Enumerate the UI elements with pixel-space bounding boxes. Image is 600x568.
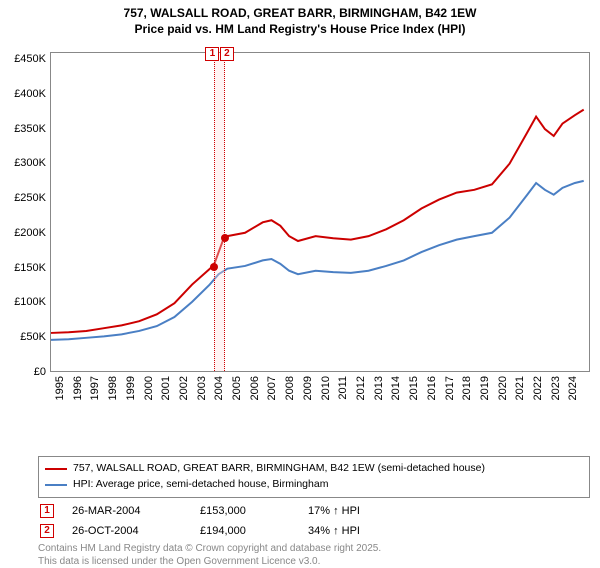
legend-row: HPI: Average price, semi-detached house,… [45, 477, 583, 493]
y-tick-label: £350K [0, 123, 46, 135]
legend-events: 1 26-MAR-2004 £153,000 17% ↑ HPI 2 26-OCT-200… [38, 504, 590, 538]
event-price: £194,000 [200, 525, 290, 537]
attribution: Contains HM Land Registry data © Crown c… [38, 542, 590, 568]
event-row-2: 2 26-OCT-2004 £194,000 34% ↑ HPI [38, 524, 590, 538]
event-number: 1 [40, 504, 54, 518]
y-tick-label: £50K [0, 331, 46, 343]
event-pct: 17% ↑ HPI [308, 505, 428, 517]
event-row-1: 1 26-MAR-2004 £153,000 17% ↑ HPI [38, 504, 590, 518]
chart-container: £0 £50K £100K £150K £200K £250K £300K £350K £400… [0, 44, 600, 414]
title-line-1: 757, WALSALL ROAD, GREAT BARR, BIRMINGHA… [0, 6, 600, 22]
chart-title-block: 757, WALSALL ROAD, GREAT BARR, BIRMINGHA… [0, 0, 600, 39]
attribution-line-1: Contains HM Land Registry data © Crown c… [38, 542, 590, 555]
marker-band [214, 53, 224, 371]
legend-box: 757, WALSALL ROAD, GREAT BARR, BIRMINGHA… [38, 456, 590, 568]
legend-swatch [45, 468, 67, 470]
legend-row: 757, WALSALL ROAD, GREAT BARR, BIRMINGHA… [45, 461, 583, 477]
y-tick-label: £300K [0, 157, 46, 169]
event-date: 26-MAR-2004 [72, 505, 182, 517]
marker-number-1: 1 [205, 47, 219, 61]
legend-label: HPI: Average price, semi-detached house,… [73, 477, 328, 493]
y-tick-label: £150K [0, 262, 46, 274]
marker-dot-2 [221, 234, 229, 242]
legend-swatch [45, 484, 67, 486]
y-tick-label: £250K [0, 192, 46, 204]
legend-series-box: 757, WALSALL ROAD, GREAT BARR, BIRMINGHA… [38, 456, 590, 498]
y-tick-label: £200K [0, 227, 46, 239]
event-date: 26-OCT-2004 [72, 525, 182, 537]
plot-area: 12 [50, 52, 590, 372]
y-tick-label: £400K [0, 88, 46, 100]
event-pct: 34% ↑ HPI [308, 525, 428, 537]
series-hpi [51, 181, 584, 340]
legend-label: 757, WALSALL ROAD, GREAT BARR, BIRMINGHA… [73, 461, 485, 477]
y-tick-label: £450K [0, 53, 46, 65]
title-line-2: Price paid vs. HM Land Registry's House … [0, 22, 600, 38]
line-svg [51, 53, 589, 371]
event-price: £153,000 [200, 505, 290, 517]
x-tick-label: 2024 [567, 376, 600, 400]
marker-dot-1 [210, 263, 218, 271]
event-number: 2 [40, 524, 54, 538]
marker-number-2: 2 [220, 47, 234, 61]
y-tick-label: £0 [0, 366, 46, 378]
attribution-line-2: This data is licensed under the Open Gov… [38, 555, 590, 568]
x-axis-labels: 1995199619971998199920002001200220032004… [50, 372, 590, 412]
y-tick-label: £100K [0, 296, 46, 308]
